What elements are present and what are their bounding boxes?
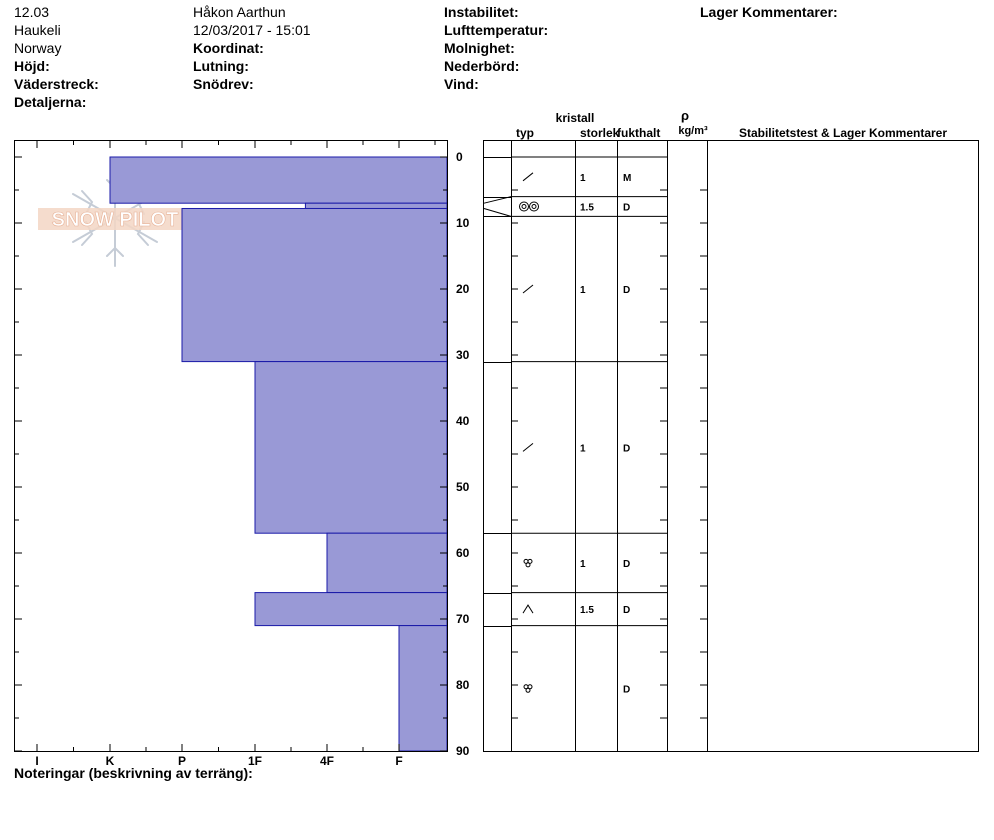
notes-label: Noteringar (beskrivning av terräng): xyxy=(14,765,253,781)
hardness-bar-5 xyxy=(254,592,448,627)
layer-row-5: 1.5 D xyxy=(522,604,630,616)
hardness-label-P: P xyxy=(178,754,186,768)
layer-table-frame xyxy=(483,140,979,752)
moisture: M xyxy=(623,173,631,184)
snow-drift-label: Snödrev: xyxy=(193,76,254,92)
depth-label-70: 70 xyxy=(456,612,470,626)
wind-label: Vind: xyxy=(444,76,479,92)
crystal-size: 1.5 xyxy=(580,605,594,616)
hardness-axis-labels: I K P 1F 4F F xyxy=(35,754,402,768)
coordinate-label: Koordinat: xyxy=(193,40,264,56)
watermark-text: SNOW PILOT xyxy=(52,209,179,231)
depth-label-10: 10 xyxy=(456,216,470,230)
weather-block: Instabilitet: Lufttemperatur: Molnighet:… xyxy=(444,3,548,93)
col-kristall: kristall xyxy=(556,111,595,125)
air-temp-label: Lufttemperatur: xyxy=(444,22,549,38)
crystal-size: 1.5 xyxy=(580,203,594,214)
col-stability: Stabilitetstest & Lager Kommentarer xyxy=(739,126,947,140)
hardness-bar-1 xyxy=(304,202,448,209)
moisture: D xyxy=(623,285,630,296)
rounded-grains-icon xyxy=(523,558,533,568)
location-name: Haukeli xyxy=(14,22,61,38)
elevation-label: Höjd: xyxy=(14,58,50,74)
crystal-size: 1 xyxy=(580,285,586,296)
rounded-grains-icon xyxy=(523,684,533,693)
country: Norway xyxy=(14,40,62,56)
aspect-label: Väderstreck: xyxy=(14,76,99,92)
hardness-bar-3 xyxy=(254,361,448,534)
depth-label-50: 50 xyxy=(456,480,470,494)
layer-rows: 1 M1.5 D1 D1 D1 D1.5 DD xyxy=(519,172,631,695)
layer-connector xyxy=(483,196,512,204)
crystal-size: 1 xyxy=(580,173,586,184)
precipitation-label: Nederbörd: xyxy=(444,58,520,74)
profile-id: 12.03 xyxy=(14,4,50,20)
layer-comments-label: Lager Kommentarer: xyxy=(700,4,838,20)
hardness-bar-0 xyxy=(109,156,448,204)
col-typ: typ xyxy=(516,126,534,140)
hardness-chart-frame xyxy=(14,140,448,752)
moisture: D xyxy=(623,203,630,214)
col-storlek: storlek xyxy=(580,126,620,140)
location-block: 12.03 Haukeli Norway Höjd: Väderstreck: … xyxy=(14,3,99,111)
hardness-bar-6 xyxy=(398,625,448,752)
hardness-label-K: K xyxy=(106,754,115,768)
depth-label-0: 0 xyxy=(456,150,463,164)
hardness-label-I: I xyxy=(35,754,38,768)
snowpilot-watermark: SNOW PILOT xyxy=(38,169,192,267)
col-rho: ρ xyxy=(681,108,689,123)
depth-label-30: 30 xyxy=(456,348,470,362)
moisture: D xyxy=(623,443,630,454)
observation-datetime: 12/03/2017 - 15:01 xyxy=(193,22,311,38)
instability-label: Instabilitet: xyxy=(444,4,519,20)
hardness-bars xyxy=(109,156,448,752)
depth-label-80: 80 xyxy=(456,678,470,692)
crystal-size: 1 xyxy=(580,559,586,570)
hardness-bar-4 xyxy=(326,532,448,594)
melt-freeze-crust-icon xyxy=(519,201,539,212)
observer-block: Håkon Aarthun 12/03/2017 - 15:01 Koordin… xyxy=(193,3,311,93)
layer-row-6: D xyxy=(523,684,630,695)
decomposing-icon xyxy=(522,172,534,182)
moisture: D xyxy=(623,559,630,570)
decomposing-icon xyxy=(522,284,534,294)
hardness-label-4F: 4F xyxy=(320,754,334,768)
layer-table-ticks xyxy=(511,189,707,719)
depth-label-40: 40 xyxy=(456,414,470,428)
moisture: D xyxy=(623,684,630,695)
hardness-bar-2 xyxy=(181,207,448,363)
layer-connector xyxy=(483,208,512,217)
col-fukthalt: fukthalt xyxy=(617,126,660,140)
layer-boundaries xyxy=(483,156,667,627)
depth-label-60: 60 xyxy=(456,546,470,560)
cloud-cover-label: Molnighet: xyxy=(444,40,515,56)
moisture: D xyxy=(623,605,630,616)
chart-ticks xyxy=(15,141,447,752)
layer-row-1: 1.5 D xyxy=(519,201,630,214)
hardness-label-F: F xyxy=(395,754,402,768)
hardness-label-1F: 1F xyxy=(248,754,262,768)
col-density-unit: kg/m³ xyxy=(678,125,708,137)
depth-hoar-icon xyxy=(522,604,534,614)
depth-axis-labels: 0 10 20 30 40 50 60 70 80 90 xyxy=(456,150,470,758)
slope-label: Lutning: xyxy=(193,58,249,74)
details-label: Detaljerna: xyxy=(14,94,87,110)
depth-label-20: 20 xyxy=(456,282,470,296)
depth-label-90: 90 xyxy=(456,744,470,758)
observer-name: Håkon Aarthun xyxy=(193,4,286,20)
crystal-size: 1 xyxy=(580,443,586,454)
decomposing-icon xyxy=(522,443,534,452)
